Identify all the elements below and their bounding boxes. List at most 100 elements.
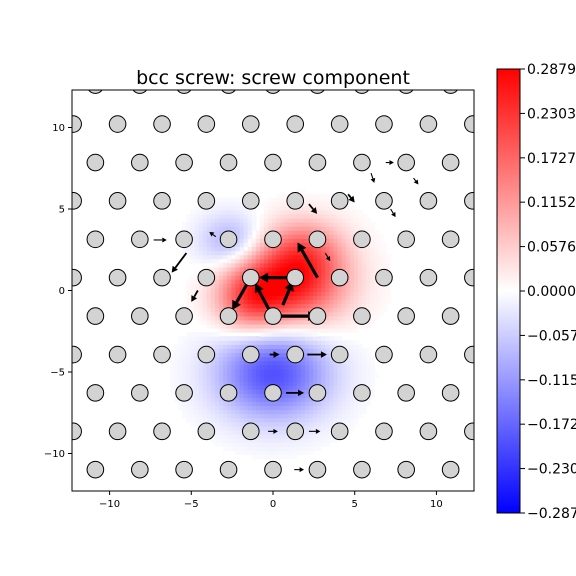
field-cell	[284, 413, 290, 419]
field-cell	[239, 254, 245, 260]
field-cell	[321, 266, 326, 272]
field-cell	[333, 315, 339, 321]
atom-marker	[197, 192, 216, 210]
field-cell	[313, 275, 318, 280]
field-cell	[276, 287, 281, 292]
field-cell	[210, 421, 216, 427]
field-cell	[239, 446, 245, 451]
field-cell	[170, 352, 175, 358]
field-cell	[219, 425, 224, 431]
field-cell	[272, 213, 277, 219]
field-cell	[268, 197, 273, 203]
field-cell	[325, 336, 330, 341]
field-cell	[313, 433, 318, 439]
field-cell	[202, 417, 208, 423]
field-cell	[247, 315, 253, 321]
field-cell	[357, 217, 363, 223]
displacement-arrow	[347, 193, 355, 203]
field-cell	[219, 340, 224, 345]
field-cell	[231, 405, 237, 411]
field-cell	[198, 376, 204, 382]
atom-marker	[86, 230, 105, 249]
field-cell	[251, 307, 257, 313]
field-cell	[259, 323, 265, 329]
field-cell	[284, 238, 290, 244]
field-cell	[333, 417, 339, 423]
field-cell	[345, 238, 351, 244]
field-cell	[296, 405, 302, 411]
field-cell	[288, 360, 294, 366]
field-cell	[231, 368, 237, 374]
field-cell	[292, 262, 298, 268]
field-cell	[317, 291, 322, 297]
field-cell	[300, 222, 306, 227]
field-cell	[251, 242, 257, 248]
field-cell	[321, 421, 326, 427]
field-cell	[284, 193, 290, 199]
field-cell	[206, 213, 212, 219]
field-cell	[255, 299, 261, 305]
field-cell	[357, 344, 363, 349]
field-cell	[304, 246, 310, 252]
atom-marker	[219, 230, 238, 249]
field-cell	[357, 364, 363, 370]
field-cell	[300, 213, 306, 219]
field-cell	[247, 364, 253, 370]
field-cell	[362, 213, 367, 219]
field-cell	[353, 226, 359, 231]
field-cell	[276, 438, 281, 443]
field-cell	[345, 254, 351, 260]
field-cell	[325, 238, 330, 244]
field-cell	[235, 226, 241, 231]
field-cell	[345, 385, 351, 390]
field-cell	[325, 438, 330, 443]
field-cell	[194, 311, 200, 317]
field-cell	[284, 340, 290, 345]
atom-layer	[72, 90, 474, 479]
field-cell	[333, 209, 339, 215]
field-cell	[235, 360, 241, 366]
field-cell	[321, 438, 326, 443]
field-cell	[349, 209, 355, 215]
field-cell	[206, 413, 212, 419]
field-cell	[255, 393, 261, 398]
field-cell	[280, 283, 286, 288]
field-cell	[223, 442, 228, 447]
field-cell	[259, 360, 265, 366]
field-cell	[296, 291, 302, 297]
field-cell	[280, 421, 286, 427]
field-cell	[284, 258, 290, 264]
field-cell	[231, 429, 237, 435]
field-cell	[264, 348, 269, 354]
field-cell	[272, 413, 277, 419]
field-cell	[170, 360, 175, 366]
field-cell	[223, 340, 228, 345]
atom-marker	[72, 345, 82, 364]
field-cell	[190, 287, 196, 292]
field-cell	[313, 336, 318, 341]
field-cell	[321, 270, 326, 276]
field-cell	[325, 372, 330, 378]
field-cell	[353, 360, 359, 366]
field-cell	[251, 238, 257, 244]
field-cell	[227, 352, 232, 358]
field-cell	[292, 217, 298, 223]
field-cell	[194, 250, 200, 256]
field-cell	[227, 209, 232, 215]
atom-marker	[353, 460, 371, 479]
field-cell	[276, 446, 281, 451]
field-cell	[325, 421, 330, 427]
field-cell	[178, 380, 183, 386]
field-cell	[345, 417, 351, 423]
field-cell	[251, 336, 257, 341]
field-cell	[337, 413, 343, 419]
field-cell	[308, 254, 314, 260]
field-cell	[223, 348, 228, 354]
field-cell	[259, 340, 265, 345]
field-cell	[345, 217, 351, 223]
field-cell	[223, 262, 228, 268]
field-cell	[214, 372, 220, 378]
field-cell	[362, 291, 367, 297]
field-cell	[313, 258, 318, 264]
field-cell	[268, 360, 273, 366]
